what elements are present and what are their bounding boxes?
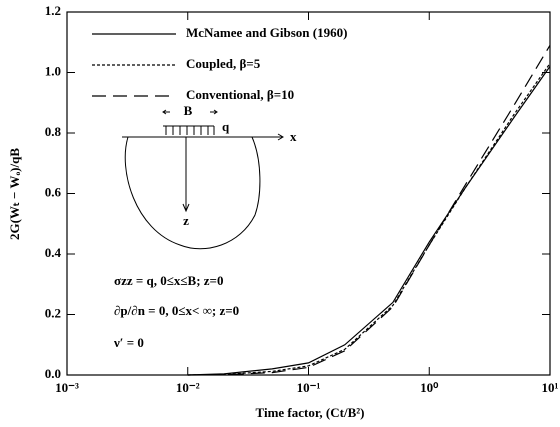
z-arrowhead (182, 203, 190, 213)
y-axis-label: 2G(Wₜ − Wₒ)/qB (7, 148, 22, 240)
y-tick-label: 0.8 (45, 124, 62, 139)
y-tick-label: 0.4 (45, 245, 62, 260)
legend-label: McNamee and Gibson (1960) (186, 25, 347, 40)
domain-outline (124, 136, 261, 250)
inset-x-label: x (290, 129, 297, 144)
load-arrows (165, 126, 215, 135)
legend-label: Conventional, β=10 (186, 87, 294, 102)
inset-diagram (122, 109, 284, 250)
x-tick-label: 10⁰ (420, 380, 439, 395)
series-line (187, 66, 551, 376)
y-tick-label: 0.2 (45, 305, 61, 320)
y-tick-label: 1.2 (45, 3, 61, 18)
x-tick-label: 10⁻² (176, 380, 200, 395)
annotation: σzz = q, 0≤x≤B; z=0 (114, 273, 223, 288)
x-axis-label: Time factor, (Ct/B²) (256, 405, 365, 420)
inset-load-label: q (222, 119, 230, 134)
legend-label: Coupled, β=5 (186, 56, 261, 71)
inset-z-label: z (183, 213, 189, 228)
inset-width-label: B (184, 103, 193, 118)
x-tick-label: 10¹ (542, 380, 559, 395)
annotation: ν′ = 0 (113, 335, 144, 350)
y-tick-label: 1.0 (45, 63, 61, 78)
y-tick-label: 0.0 (45, 366, 61, 381)
x-tick-label: 10⁻³ (55, 380, 79, 395)
plot-frame (66, 11, 551, 376)
x-tick-label: 10⁻¹ (297, 380, 321, 395)
annotation: ∂p/∂n = 0, 0≤x< ∞; z=0 (114, 303, 239, 318)
y-tick-label: 0.6 (45, 184, 62, 199)
series-line (187, 44, 551, 376)
x-arrow (276, 133, 284, 141)
width-marker (162, 109, 218, 115)
series-line (187, 63, 551, 376)
